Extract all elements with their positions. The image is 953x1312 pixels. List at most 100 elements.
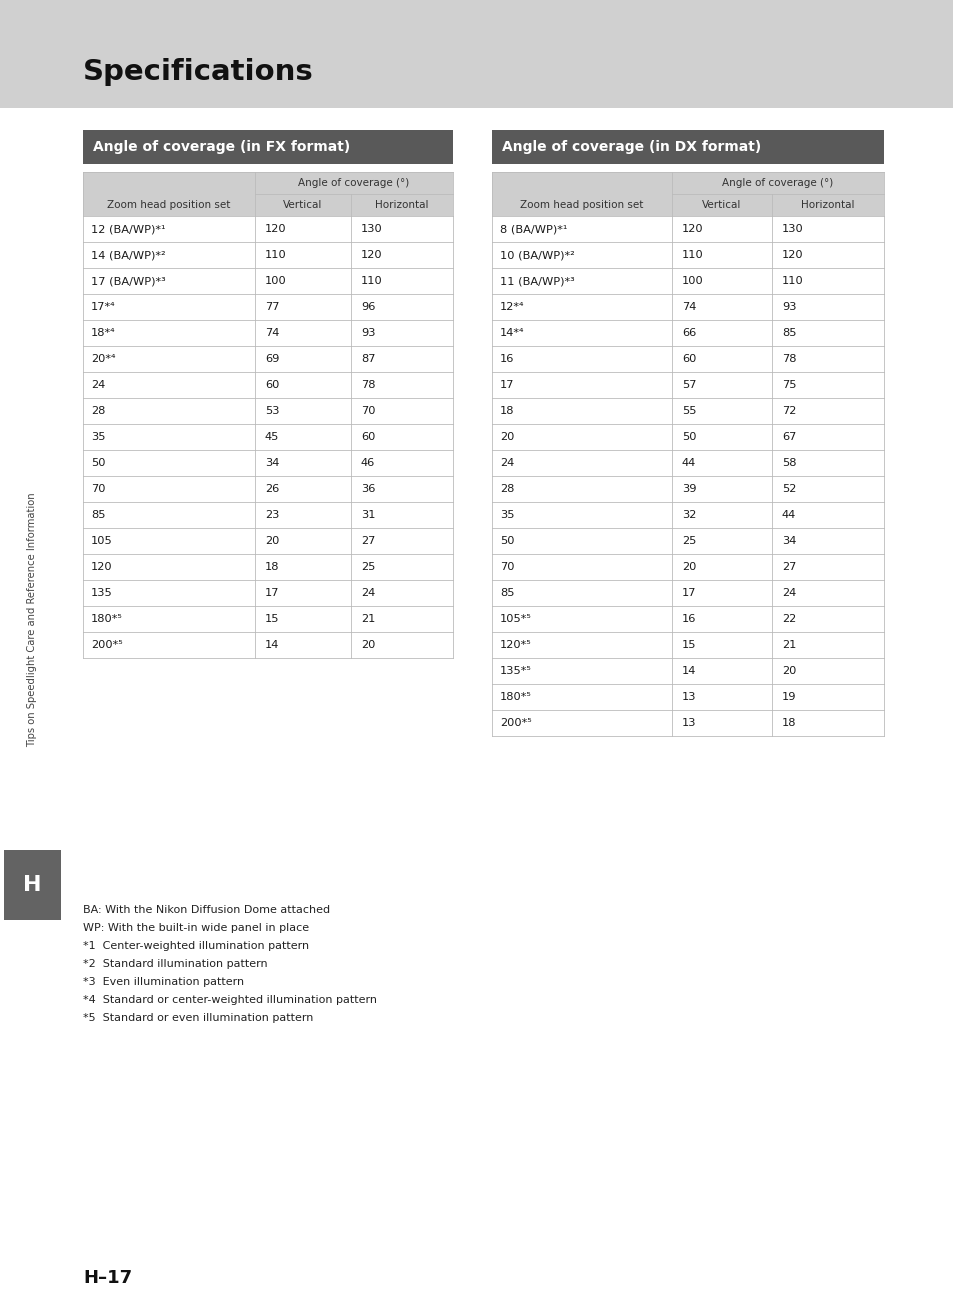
Text: 120*⁵: 120*⁵	[499, 640, 531, 649]
Text: 50: 50	[499, 537, 514, 546]
Text: 31: 31	[360, 510, 375, 520]
Text: 26: 26	[265, 484, 279, 495]
Text: 39: 39	[681, 484, 696, 495]
Text: 110: 110	[681, 251, 703, 260]
Text: 200*⁵: 200*⁵	[499, 718, 531, 728]
Text: *1  Center-weighted illumination pattern: *1 Center-weighted illumination pattern	[83, 941, 309, 951]
Text: *5  Standard or even illumination pattern: *5 Standard or even illumination pattern	[83, 1013, 313, 1023]
Text: 11 (BA/WP)*³: 11 (BA/WP)*³	[499, 276, 574, 286]
Text: 120: 120	[265, 224, 286, 234]
Text: 20: 20	[781, 666, 796, 676]
Text: 78: 78	[781, 354, 796, 363]
Bar	[0, 108, 65, 1312]
Bar	[492, 130, 883, 164]
Text: 130: 130	[781, 224, 803, 234]
Text: 96: 96	[360, 302, 375, 312]
Text: 60: 60	[360, 432, 375, 442]
Text: 93: 93	[360, 328, 375, 338]
Text: Vertical: Vertical	[283, 199, 322, 210]
Text: 10 (BA/WP)*²: 10 (BA/WP)*²	[499, 251, 574, 260]
Bar	[4, 850, 61, 920]
Text: 20: 20	[681, 562, 696, 572]
Text: 18: 18	[781, 718, 796, 728]
Text: 17*⁴: 17*⁴	[91, 302, 115, 312]
Text: 18*⁴: 18*⁴	[91, 328, 115, 338]
Text: Tips on Speedlight Care and Reference Information: Tips on Speedlight Care and Reference In…	[27, 493, 37, 748]
Text: Horizontal: Horizontal	[375, 199, 428, 210]
Text: Angle of coverage (°): Angle of coverage (°)	[298, 178, 409, 188]
Text: 24: 24	[781, 588, 796, 598]
Text: 100: 100	[681, 276, 703, 286]
Text: 14: 14	[265, 640, 279, 649]
Bar	[83, 172, 453, 216]
Text: 28: 28	[499, 484, 514, 495]
Text: 20: 20	[360, 640, 375, 649]
Text: 21: 21	[781, 640, 796, 649]
Text: *4  Standard or center-weighted illumination pattern: *4 Standard or center-weighted illuminat…	[83, 994, 376, 1005]
Text: 15: 15	[265, 614, 279, 625]
Text: 19: 19	[781, 691, 796, 702]
Text: Angle of coverage (in DX format): Angle of coverage (in DX format)	[501, 140, 760, 154]
Text: 70: 70	[360, 405, 375, 416]
Text: 100: 100	[265, 276, 287, 286]
Text: 85: 85	[781, 328, 796, 338]
Text: 66: 66	[681, 328, 696, 338]
Text: 135: 135	[91, 588, 112, 598]
Bar	[83, 130, 453, 164]
Text: 105: 105	[91, 537, 112, 546]
Text: 75: 75	[781, 380, 796, 390]
Text: 87: 87	[360, 354, 375, 363]
Bar	[492, 172, 883, 216]
Text: Vertical: Vertical	[701, 199, 740, 210]
Text: H: H	[23, 875, 42, 895]
Text: 24: 24	[499, 458, 514, 468]
Text: 57: 57	[681, 380, 696, 390]
Text: 16: 16	[681, 614, 696, 625]
Text: 110: 110	[781, 276, 803, 286]
Text: 93: 93	[781, 302, 796, 312]
Text: 16: 16	[499, 354, 514, 363]
Text: 14*⁴: 14*⁴	[499, 328, 524, 338]
Text: BA: With the Nikon Diffusion Dome attached: BA: With the Nikon Diffusion Dome attach…	[83, 905, 330, 914]
Text: 72: 72	[781, 405, 796, 416]
Text: Angle of coverage (°): Angle of coverage (°)	[721, 178, 833, 188]
Text: 23: 23	[265, 510, 279, 520]
Text: 17: 17	[499, 380, 514, 390]
Text: 18: 18	[265, 562, 279, 572]
Text: 85: 85	[499, 588, 514, 598]
Text: 85: 85	[91, 510, 106, 520]
Text: 120: 120	[91, 562, 112, 572]
Text: 20: 20	[265, 537, 279, 546]
Text: *3  Even illumination pattern: *3 Even illumination pattern	[83, 977, 244, 987]
Text: 58: 58	[781, 458, 796, 468]
Text: 135*⁵: 135*⁵	[499, 666, 532, 676]
Text: 34: 34	[265, 458, 279, 468]
Text: 35: 35	[499, 510, 514, 520]
Text: 20: 20	[499, 432, 514, 442]
Text: 17: 17	[681, 588, 696, 598]
Text: 12*⁴: 12*⁴	[499, 302, 524, 312]
Text: 180*⁵: 180*⁵	[499, 691, 532, 702]
Text: 60: 60	[265, 380, 279, 390]
Text: 60: 60	[681, 354, 696, 363]
Text: 32: 32	[681, 510, 696, 520]
Text: 78: 78	[360, 380, 375, 390]
Text: 69: 69	[265, 354, 279, 363]
Text: 105*⁵: 105*⁵	[499, 614, 532, 625]
Text: 24: 24	[360, 588, 375, 598]
Text: Zoom head position set: Zoom head position set	[519, 199, 643, 210]
Text: 25: 25	[681, 537, 696, 546]
Text: 70: 70	[91, 484, 106, 495]
Text: 74: 74	[265, 328, 279, 338]
Text: 44: 44	[681, 458, 696, 468]
Text: 8 (BA/WP)*¹: 8 (BA/WP)*¹	[499, 224, 567, 234]
Text: 15: 15	[681, 640, 696, 649]
Text: 45: 45	[265, 432, 279, 442]
Text: 50: 50	[681, 432, 696, 442]
Text: 24: 24	[91, 380, 105, 390]
Text: 36: 36	[360, 484, 375, 495]
Text: 14 (BA/WP)*²: 14 (BA/WP)*²	[91, 251, 166, 260]
Text: 13: 13	[681, 718, 696, 728]
Text: 74: 74	[681, 302, 696, 312]
Text: 28: 28	[91, 405, 105, 416]
